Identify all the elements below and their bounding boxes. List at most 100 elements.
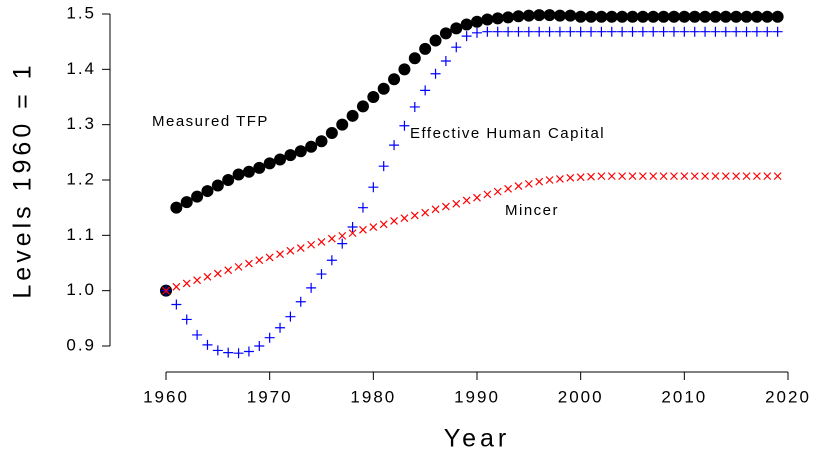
- point: [658, 26, 669, 37]
- point: [410, 211, 419, 220]
- point: [305, 140, 318, 153]
- point: [294, 145, 307, 158]
- point: [679, 26, 690, 37]
- point: [193, 276, 202, 285]
- point: [191, 190, 204, 203]
- point: [636, 10, 649, 23]
- point: [296, 244, 305, 252]
- point: [357, 202, 368, 213]
- annotation: Measured TFP: [152, 113, 269, 130]
- point: [473, 193, 481, 202]
- point: [400, 214, 409, 223]
- point: [170, 201, 183, 214]
- point: [647, 10, 660, 23]
- point: [667, 10, 680, 23]
- point: [721, 172, 730, 181]
- point: [359, 225, 367, 234]
- point: [263, 157, 276, 170]
- point: [275, 322, 286, 333]
- point: [742, 172, 751, 181]
- point: [678, 10, 691, 23]
- point: [565, 26, 576, 37]
- point: [627, 26, 638, 37]
- point: [398, 63, 411, 76]
- point: [741, 26, 752, 37]
- point: [337, 238, 348, 249]
- point: [172, 282, 181, 291]
- point: [461, 31, 472, 42]
- point: [659, 172, 668, 181]
- point: [306, 282, 317, 293]
- point: [750, 10, 763, 23]
- point: [307, 240, 316, 249]
- point: [286, 246, 295, 255]
- y-tick-label: 1.4: [66, 59, 96, 78]
- point: [585, 10, 598, 23]
- point: [325, 126, 338, 139]
- point: [762, 26, 773, 37]
- point: [430, 68, 441, 79]
- point: [348, 229, 357, 238]
- point: [773, 172, 782, 181]
- point: [533, 9, 546, 22]
- y-tick-label: 1.1: [66, 225, 96, 244]
- point: [575, 26, 586, 37]
- point: [618, 172, 627, 181]
- point: [720, 26, 731, 37]
- point: [245, 259, 253, 268]
- y-axis-title: Levels 1960 = 1: [9, 61, 37, 298]
- x-tick-label: 1980: [350, 387, 396, 406]
- point: [670, 172, 678, 181]
- point: [409, 101, 420, 112]
- point: [212, 345, 223, 356]
- point: [451, 42, 462, 53]
- point: [605, 10, 618, 23]
- x-tick-label: 1970: [247, 387, 293, 406]
- point: [327, 234, 336, 243]
- point: [523, 26, 534, 37]
- point: [390, 217, 398, 225]
- point: [471, 15, 483, 28]
- point: [162, 286, 170, 295]
- point: [732, 172, 741, 181]
- point: [700, 26, 711, 37]
- point: [264, 332, 275, 343]
- point: [752, 172, 761, 181]
- point: [223, 347, 234, 358]
- y-tick-label: 1.5: [66, 3, 96, 22]
- point: [203, 272, 212, 281]
- point: [566, 173, 575, 182]
- point: [336, 118, 349, 131]
- y-tick-label: 0.9: [66, 335, 96, 354]
- point: [493, 187, 502, 196]
- point: [201, 185, 214, 198]
- point: [534, 26, 545, 37]
- point: [482, 26, 493, 37]
- point: [472, 27, 482, 38]
- point: [243, 346, 254, 357]
- point: [586, 26, 597, 37]
- point: [439, 27, 452, 40]
- point: [419, 42, 432, 55]
- point: [648, 26, 659, 37]
- point: [606, 26, 617, 37]
- point: [460, 18, 473, 31]
- point: [688, 10, 701, 23]
- point: [730, 10, 743, 23]
- point: [255, 256, 264, 265]
- point: [574, 10, 587, 23]
- point: [202, 339, 213, 350]
- x-tick-label: 2010: [661, 387, 707, 406]
- point: [514, 182, 523, 191]
- point: [492, 26, 503, 37]
- point: [576, 173, 585, 182]
- point: [232, 168, 245, 181]
- point: [761, 10, 774, 23]
- point: [638, 172, 647, 181]
- point: [367, 91, 380, 103]
- point: [224, 266, 233, 275]
- point: [421, 208, 430, 217]
- point: [491, 12, 504, 25]
- x-tick-label: 2000: [558, 387, 604, 406]
- point: [680, 172, 689, 181]
